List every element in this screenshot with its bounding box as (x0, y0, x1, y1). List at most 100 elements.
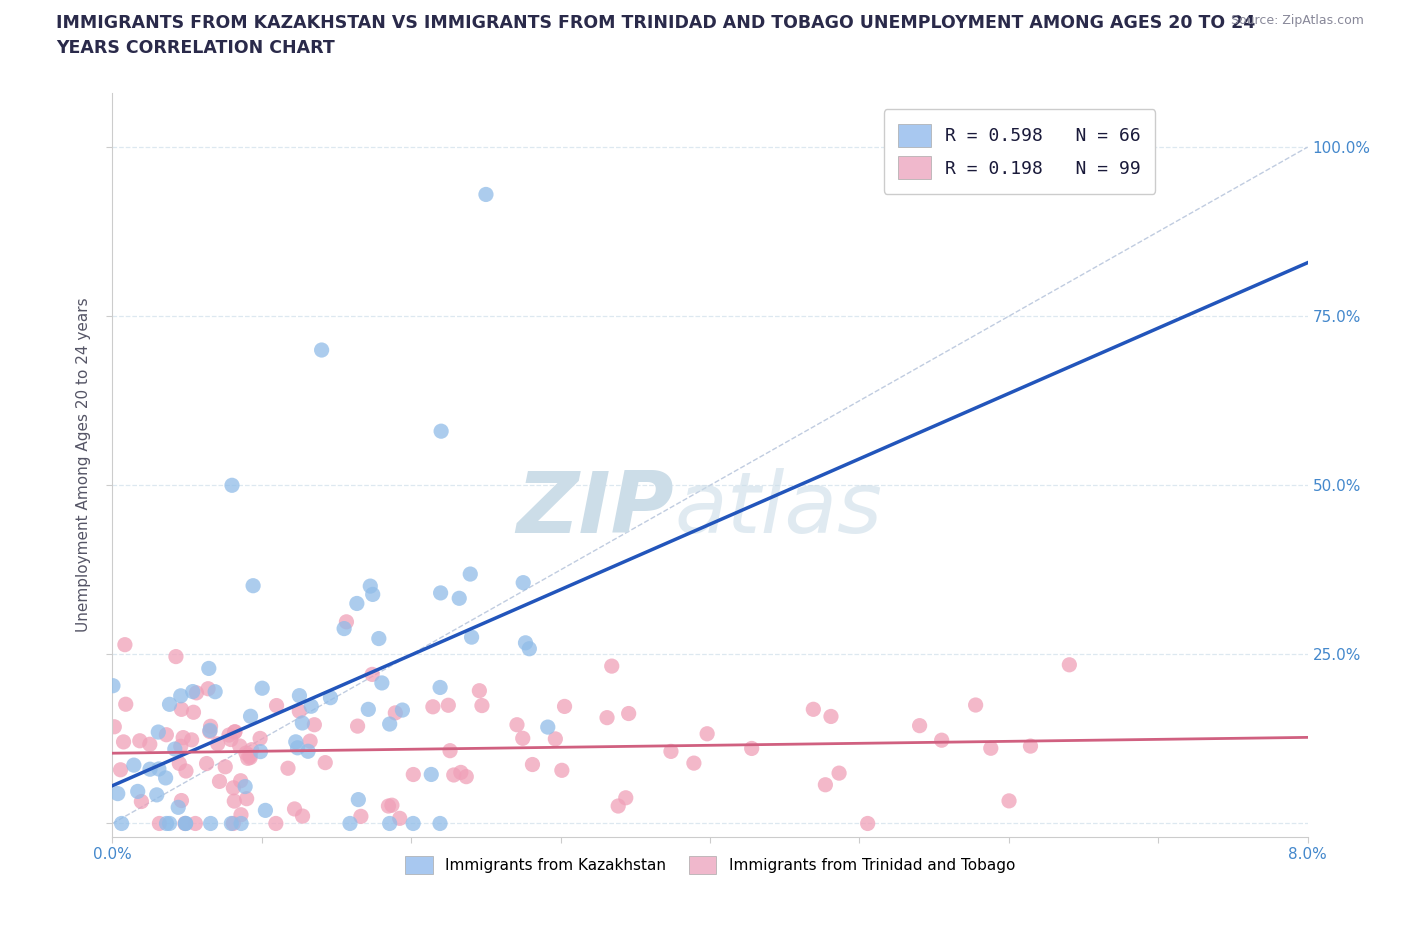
Point (186, 685, 208, 700)
Point (170, 688, 193, 703)
Point (512, 576, 534, 591)
Point (696, 726, 718, 741)
Point (254, 803, 277, 817)
Point (439, 743, 461, 758)
Point (242, 578, 264, 593)
Point (139, 737, 162, 751)
Point (222, 816, 245, 830)
Point (148, 724, 170, 739)
Point (229, 774, 252, 789)
Point (198, 724, 221, 739)
Point (346, 596, 368, 611)
Point (240, 742, 263, 757)
Point (359, 578, 381, 593)
Point (103, 719, 125, 734)
Point (219, 732, 242, 747)
Point (437, 698, 460, 712)
Point (371, 675, 394, 690)
Point (614, 790, 637, 805)
Point (544, 732, 567, 747)
Point (430, 424, 453, 439)
Point (291, 809, 314, 824)
Point (198, 661, 221, 676)
Point (378, 717, 401, 732)
Point (101, 678, 124, 693)
Point (112, 735, 135, 750)
Point (607, 799, 630, 814)
Point (239, 709, 262, 724)
Point (221, 816, 243, 830)
Point (222, 780, 245, 795)
Point (339, 816, 361, 830)
Point (333, 621, 356, 636)
Text: ZIP: ZIP (516, 468, 675, 551)
Point (1059, 658, 1081, 672)
Point (174, 816, 197, 830)
Point (429, 816, 451, 830)
Point (200, 816, 222, 830)
Point (163, 741, 186, 756)
Point (450, 765, 472, 780)
Point (155, 816, 177, 830)
Point (346, 719, 368, 734)
Point (357, 702, 380, 717)
Point (299, 698, 322, 713)
Point (422, 699, 444, 714)
Point (131, 794, 153, 809)
Point (283, 802, 305, 817)
Point (110, 816, 132, 830)
Point (350, 809, 373, 824)
Point (235, 746, 257, 761)
Point (233, 779, 256, 794)
Point (172, 730, 194, 745)
Point (468, 684, 491, 698)
Point (1019, 738, 1042, 753)
Point (443, 767, 465, 782)
Point (159, 816, 181, 830)
Point (456, 769, 478, 784)
Point (250, 681, 273, 696)
Point (299, 734, 322, 749)
Point (517, 642, 540, 657)
Point (195, 756, 218, 771)
Point (110, 763, 132, 777)
Point (214, 760, 236, 775)
Point (908, 718, 931, 733)
Point (139, 762, 162, 777)
Point (965, 698, 987, 712)
Point (458, 566, 481, 581)
Point (277, 761, 299, 776)
Point (208, 774, 231, 789)
Point (288, 704, 311, 719)
Point (239, 751, 262, 765)
Point (148, 762, 170, 777)
Point (367, 631, 389, 646)
Point (537, 720, 560, 735)
Point (856, 816, 879, 830)
Point (218, 727, 240, 742)
Point (204, 684, 226, 699)
Y-axis label: Unemployment Among Ages 20 to 24 years: Unemployment Among Ages 20 to 24 years (76, 298, 91, 632)
Point (284, 735, 307, 750)
Point (420, 767, 443, 782)
Point (122, 758, 145, 773)
Point (311, 342, 333, 357)
Point (170, 702, 193, 717)
Point (183, 705, 205, 720)
Point (319, 690, 342, 705)
Point (335, 615, 357, 630)
Point (228, 738, 250, 753)
Point (551, 763, 574, 777)
Point (165, 649, 187, 664)
Point (221, 478, 243, 493)
Legend: Immigrants from Kazakhstan, Immigrants from Trinidad and Tobago: Immigrants from Kazakhstan, Immigrants f… (398, 848, 1022, 882)
Point (288, 688, 311, 703)
Point (170, 793, 193, 808)
Point (266, 698, 288, 713)
Point (148, 816, 170, 830)
Point (429, 680, 451, 695)
Point (169, 756, 191, 771)
Text: Source: ZipAtlas.com: Source: ZipAtlas.com (1230, 14, 1364, 27)
Point (801, 702, 824, 717)
Point (596, 711, 619, 725)
